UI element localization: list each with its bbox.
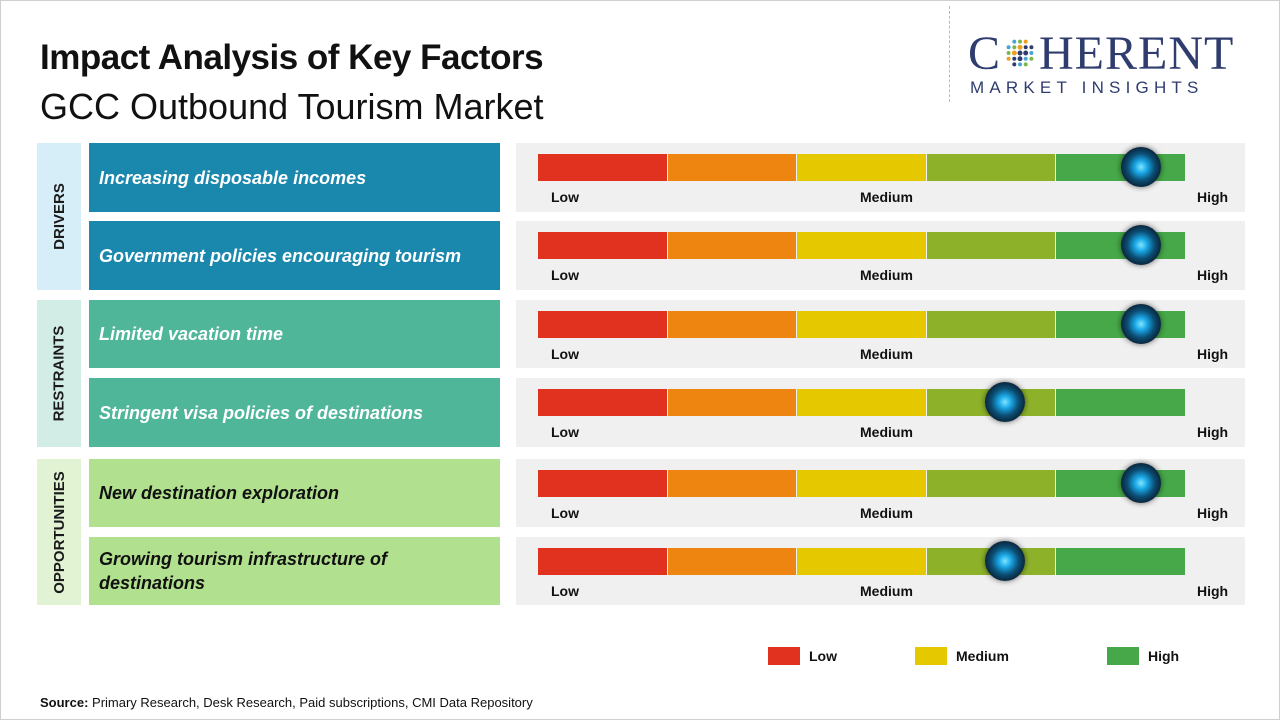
factor-limited-vacation-time: Limited vacation time [89, 300, 500, 368]
gauge-label-low: Low [551, 189, 579, 205]
gauge-segment [797, 389, 926, 416]
source-text: Primary Research, Desk Research, Paid su… [92, 695, 533, 710]
category-label: RESTRAINTS [50, 325, 68, 422]
gauge-segment [926, 311, 1056, 338]
factor-label: New destination exploration [99, 483, 340, 503]
gauge-label-high: High [1197, 424, 1229, 440]
gauge-segment [538, 311, 667, 338]
factor-disposable-incomes: Increasing disposable incomes [89, 143, 500, 212]
gauge-segment [667, 154, 797, 181]
impact-indicator-knob [1120, 225, 1161, 265]
page-title: Impact Analysis of Key Factors [40, 38, 544, 77]
legend-swatch-high [1107, 647, 1139, 665]
gauge-label-medium: Medium [860, 505, 913, 521]
logo-letter-c: C [968, 27, 1002, 80]
gauge-label-high: High [1197, 267, 1229, 283]
gauge-segment [667, 389, 797, 416]
gauge-segment [667, 232, 797, 259]
factor-label: Government policies encouraging tourism [99, 245, 462, 266]
logo-dot-grid-icon [1006, 39, 1034, 67]
gauge-segment [797, 154, 926, 181]
category-drivers: DRIVERS [37, 143, 81, 290]
category-label: OPPORTUNITIES [50, 470, 68, 594]
gauge-segment [797, 470, 926, 497]
gauge-label-medium: Medium [860, 267, 913, 283]
category-restraints: RESTRAINTS [37, 300, 81, 447]
gauge-label-medium: Medium [860, 424, 913, 440]
legend-label-low: Low [809, 648, 837, 664]
factor-new-destination-exploration: New destination exploration [89, 459, 500, 527]
gauge-segment [1056, 389, 1185, 416]
gauge-segment [926, 154, 1056, 181]
factor-government-policies: Government policies encouraging tourism [89, 221, 500, 290]
legend-swatch-low [768, 647, 800, 665]
gauge-segment [926, 470, 1056, 497]
legend-label-high: High [1148, 648, 1180, 664]
impact-indicator-knob [1120, 304, 1161, 344]
gauge-segment [797, 232, 926, 259]
factor-label: Stringent visa policies of destinations [99, 402, 424, 423]
gauge-segment [797, 548, 926, 575]
factor-tourism-infrastructure: Growing tourism infrastructure of destin… [89, 537, 500, 605]
factor-visa-policies: Stringent visa policies of destinations [89, 378, 500, 447]
category-label: DRIVERS [50, 183, 68, 250]
gauge-label-high: High [1197, 583, 1229, 599]
legend-label-medium: Medium [956, 648, 1009, 664]
logo-letters-herent: HERENT [1039, 27, 1235, 80]
logo-divider [949, 6, 950, 102]
factor-label: Growing tourism infrastructure of destin… [99, 549, 388, 593]
factor-label: Limited vacation time [99, 324, 284, 344]
impact-indicator-knob [1120, 463, 1161, 503]
impact-indicator-knob [984, 382, 1025, 422]
source-prefix: Source: [40, 695, 89, 710]
gauge-segment [667, 311, 797, 338]
gauge-label-high: High [1197, 505, 1229, 521]
gauge-segment [538, 154, 667, 181]
gauge-segment [538, 548, 667, 575]
gauge-label-medium: Medium [860, 583, 913, 599]
gauge-segment [1056, 548, 1185, 575]
logo-tagline: MARKET INSIGHTS [970, 78, 1204, 97]
gauge-label-low: Low [551, 505, 579, 521]
gauge-segment [538, 232, 667, 259]
gauge-label-high: High [1197, 189, 1229, 205]
factor-label: Increasing disposable incomes [99, 167, 367, 188]
gauge-label-medium: Medium [860, 189, 913, 205]
gauge-segment [538, 389, 667, 416]
gauge-label-medium: Medium [860, 346, 913, 362]
source-note: Source: Primary Research, Desk Research,… [40, 695, 533, 710]
page-subtitle: GCC Outbound Tourism Market [40, 86, 544, 127]
gauge-segment [538, 470, 667, 497]
gauge-label-low: Low [551, 583, 579, 599]
category-opportunities: OPPORTUNITIES [37, 459, 81, 605]
gauge-segment [667, 548, 797, 575]
gauge-label-low: Low [551, 346, 579, 362]
legend-swatch-medium [915, 647, 947, 665]
company-logo: C HERENT [968, 28, 1234, 80]
impact-indicator-knob [984, 541, 1025, 581]
gauge-label-low: Low [551, 424, 579, 440]
gauge-segment [797, 311, 926, 338]
gauge-label-low: Low [551, 267, 579, 283]
gauge-segment [926, 232, 1056, 259]
impact-indicator-knob [1120, 147, 1161, 187]
gauge-segment [667, 470, 797, 497]
gauge-label-high: High [1197, 346, 1229, 362]
